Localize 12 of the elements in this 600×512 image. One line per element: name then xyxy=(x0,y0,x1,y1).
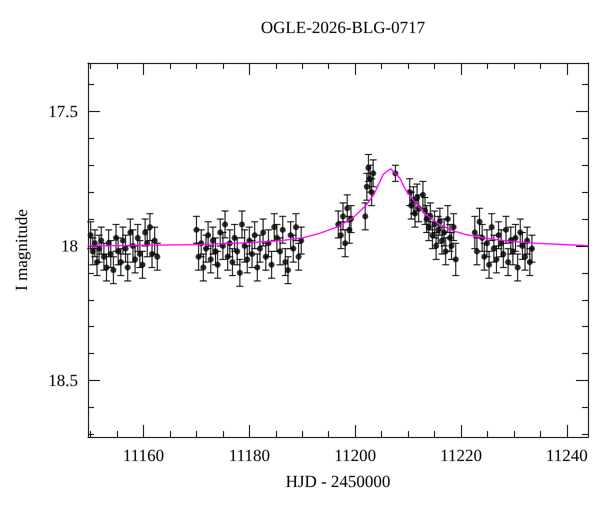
line-series xyxy=(87,168,589,247)
x-tick-label: 11240 xyxy=(546,446,588,465)
x-tick-label: 11200 xyxy=(334,446,376,465)
x-axis-title: HJD - 2450000 xyxy=(286,472,390,491)
x-tick-label: 11220 xyxy=(440,446,482,465)
chart-title: OGLE-2026-BLG-0717 xyxy=(260,18,426,37)
y-tick-label: 18 xyxy=(61,236,78,256)
x-tick-label: 11160 xyxy=(122,446,164,465)
y-axis-title: I magnitude xyxy=(12,209,31,291)
x-tick-label: 11180 xyxy=(228,446,270,465)
y-tick-label: 17.5 xyxy=(48,102,78,121)
y-tick-label: 18.5 xyxy=(48,370,78,390)
